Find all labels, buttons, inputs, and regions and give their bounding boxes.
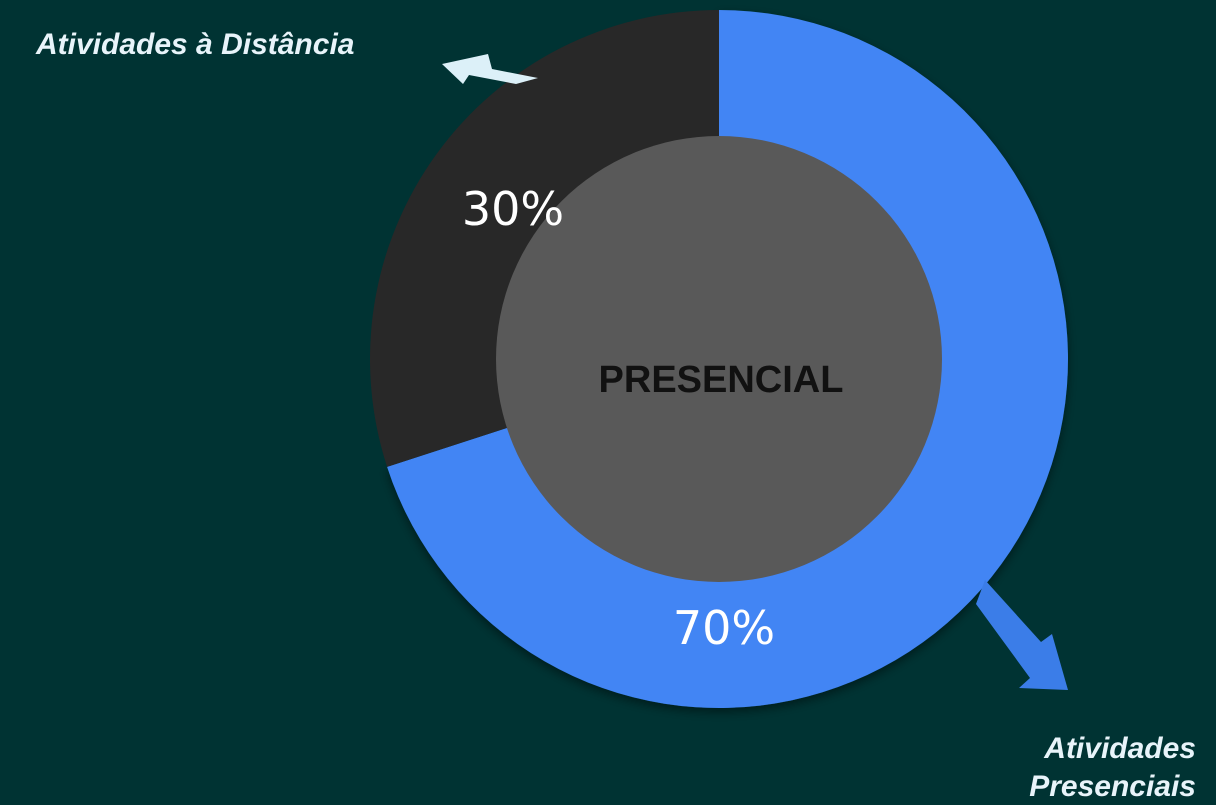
arrow-down-right-icon: [976, 580, 1068, 690]
legend-label-presenciais: Atividades Presenciais: [1029, 732, 1196, 803]
donut-hole: [496, 136, 942, 582]
center-label: PRESENCIAL: [599, 359, 844, 401]
arrow-left-icon: [442, 54, 538, 84]
value-labels: 70% 30%: [462, 182, 775, 655]
slice-value-label: 30%: [462, 182, 564, 236]
label-arrows: [442, 54, 1068, 690]
slice-value-label: 70%: [673, 601, 775, 655]
legend-label-distancia: Atividades à Distância: [36, 28, 355, 61]
